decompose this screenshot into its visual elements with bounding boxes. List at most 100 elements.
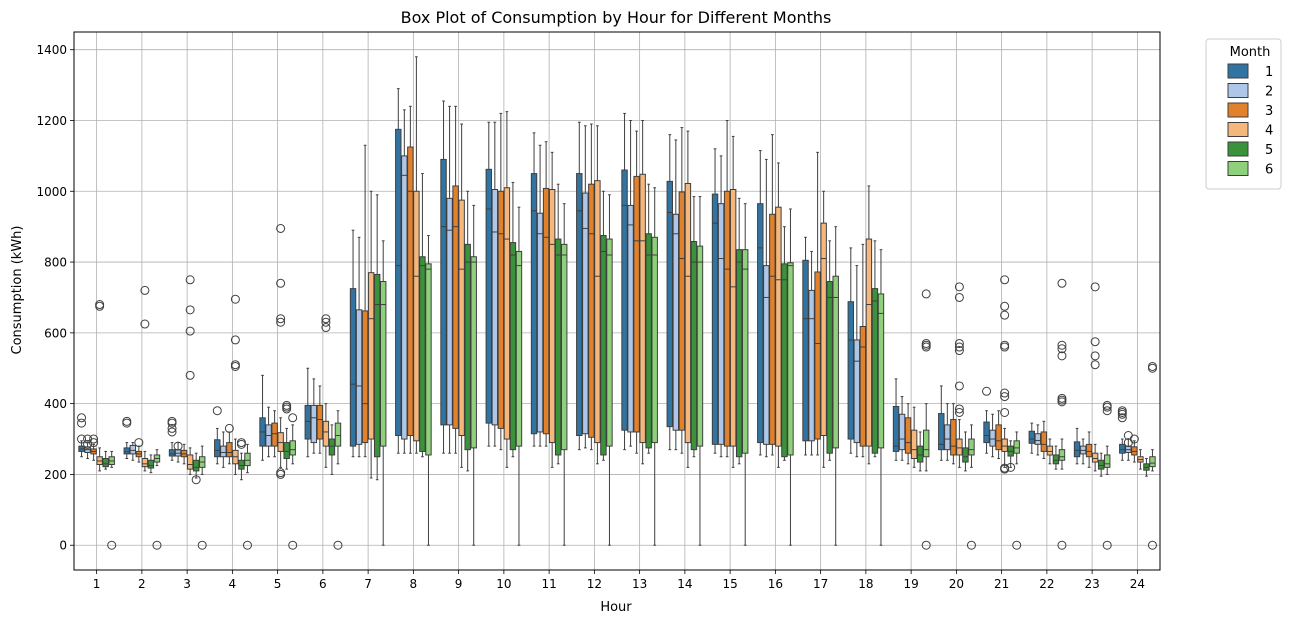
box-month-2 xyxy=(220,445,227,458)
box-month-3 xyxy=(859,325,867,447)
box-group-hour-20 xyxy=(938,282,976,550)
outlier-point xyxy=(954,346,964,356)
box-groups xyxy=(77,56,1157,550)
box-month-5 xyxy=(238,459,245,470)
outlier-point xyxy=(1117,413,1127,423)
outlier-point xyxy=(276,278,286,288)
outlier-point xyxy=(1000,388,1010,398)
box-month-6 xyxy=(1149,456,1156,468)
legend-label: 4 xyxy=(1265,124,1273,139)
outlier-point xyxy=(1057,340,1067,350)
box-month-4 xyxy=(1091,452,1099,463)
outlier-point xyxy=(954,404,964,414)
box-month-2 xyxy=(582,192,589,435)
x-tick-label: 3 xyxy=(183,577,191,591)
x-tick-label: 23 xyxy=(1084,577,1099,591)
box-month-3 xyxy=(271,422,278,447)
box-month-2 xyxy=(944,424,951,451)
box-month-1 xyxy=(802,259,809,442)
y-tick-label: 400 xyxy=(44,397,67,411)
box-month-6 xyxy=(334,422,342,447)
box-month-5 xyxy=(102,458,109,468)
box-month-3 xyxy=(1085,443,1093,458)
box-month-1 xyxy=(666,180,674,428)
outlier-point xyxy=(77,413,87,423)
box-month-2 xyxy=(989,429,996,447)
outlier-point xyxy=(1129,434,1139,444)
outlier-point xyxy=(1057,395,1067,405)
legend-swatch xyxy=(1227,141,1249,157)
x-axis-label: Hour xyxy=(600,600,632,615)
box-month-4 xyxy=(684,182,692,444)
x-tick-label: 16 xyxy=(768,577,783,591)
chart-title: Box Plot of Consumption by Hour for Diff… xyxy=(401,8,832,27)
box-month-2 xyxy=(898,413,906,451)
box-month-4 xyxy=(322,420,330,447)
outlier-point xyxy=(1000,310,1010,320)
legend-label: 2 xyxy=(1265,85,1273,100)
legend: Month 1 2 3 4 5 6 xyxy=(1205,38,1282,190)
box-month-3 xyxy=(542,187,550,435)
box-month-5 xyxy=(645,233,652,449)
outlier-point xyxy=(276,223,286,233)
outlier-point xyxy=(1012,540,1022,550)
outlier-point xyxy=(1090,351,1100,361)
box-month-3 xyxy=(452,185,459,429)
box-month-5 xyxy=(192,459,200,472)
box-month-6 xyxy=(470,256,477,449)
box-month-3 xyxy=(633,175,640,433)
box-month-6 xyxy=(968,438,975,456)
legend-items: 1 2 3 4 5 6 xyxy=(1227,63,1273,178)
outlier-point xyxy=(197,540,207,550)
box-month-4 xyxy=(186,454,194,470)
outlier-point xyxy=(1117,406,1127,416)
box-month-3 xyxy=(497,190,505,429)
outlier-point xyxy=(212,406,222,416)
box-group-hour-4 xyxy=(212,294,252,550)
outlier-point xyxy=(954,338,964,348)
box-month-6 xyxy=(832,275,839,449)
box-month-5 xyxy=(871,288,879,454)
outlier-point xyxy=(288,540,298,550)
outlier-point xyxy=(321,317,331,327)
box-month-4 xyxy=(367,272,375,440)
box-month-5 xyxy=(509,242,517,451)
y-tick-label: 1400 xyxy=(36,43,67,57)
outlier-point xyxy=(1090,337,1100,347)
box-month-2 xyxy=(853,339,861,444)
outlier-point xyxy=(1090,360,1100,370)
outlier-point xyxy=(1000,407,1010,417)
box-month-3 xyxy=(1040,431,1048,452)
box-month-3 xyxy=(678,191,686,431)
box-month-1 xyxy=(892,405,900,452)
legend-swatch xyxy=(1227,102,1249,118)
outlier-point xyxy=(185,370,195,380)
outlier-point xyxy=(954,282,964,292)
legend-label: 6 xyxy=(1265,163,1273,178)
box-group-hour-15 xyxy=(711,119,749,546)
box-month-1 xyxy=(349,288,357,447)
box-month-3 xyxy=(995,424,1002,451)
box-month-5 xyxy=(554,238,562,456)
x-tick-label: 11 xyxy=(541,577,556,591)
box-month-5 xyxy=(962,447,969,463)
outlier-point xyxy=(173,441,183,451)
x-tick-label: 18 xyxy=(858,577,873,591)
x-tick-label: 22 xyxy=(1039,577,1054,591)
plot-area-frame xyxy=(73,31,1161,571)
x-tick-label: 9 xyxy=(455,577,463,591)
box-month-3 xyxy=(588,183,595,438)
outlier-point xyxy=(1102,540,1112,550)
x-tick-label: 7 xyxy=(364,577,372,591)
box-month-2 xyxy=(355,309,363,445)
outlier-point xyxy=(1006,462,1016,472)
x-tick-label: 1 xyxy=(93,577,101,591)
box-month-4 xyxy=(775,206,782,447)
outlier-point xyxy=(167,423,177,433)
box-group-hour-5 xyxy=(259,223,298,550)
box-month-1 xyxy=(1028,430,1036,444)
box-month-4 xyxy=(820,222,827,436)
outlier-point xyxy=(333,540,343,550)
outlier-point xyxy=(167,416,177,426)
